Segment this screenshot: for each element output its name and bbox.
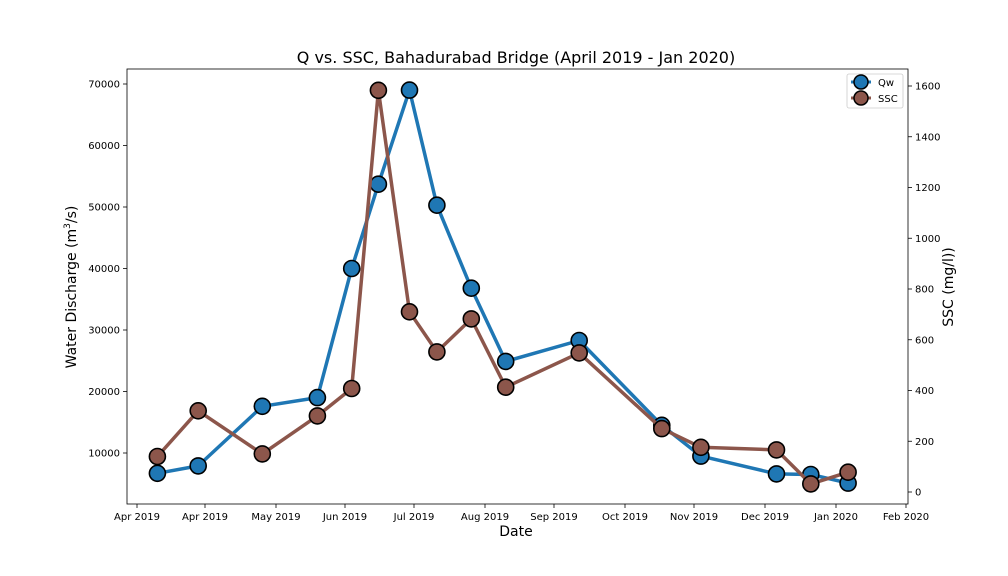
x-axis-label: Date <box>499 524 532 540</box>
y-right-tick-label: 0 <box>915 488 921 499</box>
data-point-ssc <box>496 378 515 397</box>
y-right-tick-label: 1200 <box>915 183 940 194</box>
data-point-qw <box>253 397 272 416</box>
y-axis-left-label: Water Discharge (m3/s) <box>63 206 80 369</box>
y-right-tick-label: 800 <box>915 285 934 296</box>
data-point-ssc <box>462 310 481 328</box>
x-tick-label: Dec 2019 <box>741 512 789 523</box>
y-right-tick-label: 600 <box>915 335 934 346</box>
data-point-ssc <box>400 302 419 321</box>
data-point-ssc <box>148 447 167 466</box>
y-axis-left-label-prefix: Water Discharge (m <box>64 229 80 369</box>
data-point-qw <box>148 464 167 483</box>
data-point-ssc <box>839 463 857 482</box>
x-tick-label: Jul 2019 <box>393 512 435 523</box>
data-point-ssc <box>308 407 327 425</box>
plot-frame <box>126 68 909 505</box>
data-point-qw <box>767 465 786 483</box>
legend-label-ssc: SSC <box>878 94 898 105</box>
data-point-ssc <box>692 438 710 457</box>
data-point-ssc <box>652 419 671 438</box>
y-right-tick-label: 400 <box>915 386 934 397</box>
data-point-qw <box>462 279 481 298</box>
y-right-tick-label: 1400 <box>915 132 940 143</box>
y-axis-right-label: SSC (mg/l)) <box>941 247 957 327</box>
legend-marker-ssc <box>853 90 869 106</box>
y-left-tick-label: 50000 <box>88 203 120 214</box>
data-point-ssc <box>801 475 820 493</box>
y-right-tick-label: 1600 <box>915 82 940 93</box>
data-point-qw <box>308 388 327 407</box>
y-left-tick-label: 60000 <box>88 141 120 152</box>
y-axis-left-label-suffix: /s) <box>64 206 80 223</box>
data-point-qw <box>428 196 446 214</box>
data-point-ssc <box>767 441 786 459</box>
x-tick-label: Oct 2019 <box>602 512 648 523</box>
legend-marker-qw <box>853 74 869 90</box>
y-left-tick-label: 10000 <box>88 449 120 460</box>
data-point-qw <box>189 457 207 475</box>
x-tick-label: Nov 2019 <box>670 512 718 523</box>
data-point-ssc <box>570 344 589 362</box>
y-axis-left-label-superscript: 3 <box>63 223 73 229</box>
x-tick-label: Apr 2019 <box>114 512 160 523</box>
x-axis: Apr 2019 Apr 2019 May 2019 Jun 2019 Jul 2019… <box>114 504 929 523</box>
y-left-tick-label: 30000 <box>88 326 120 337</box>
data-point-qw <box>496 352 515 371</box>
x-tick-label: Feb 2020 <box>883 512 929 523</box>
y-left-tick-label: 20000 <box>88 387 120 398</box>
legend: Qw SSC <box>846 73 904 109</box>
legend-label-qw: Qw <box>878 78 894 89</box>
x-tick-label: Apr 2019 <box>182 512 228 523</box>
data-point-qw <box>369 175 388 193</box>
data-point-ssc <box>189 401 207 420</box>
plot-area <box>148 81 857 493</box>
y-right-tick-label: 1000 <box>915 234 940 245</box>
y-right-tick-label: 200 <box>915 437 934 448</box>
chart-title: Q vs. SSC, Bahadurabad Bridge (April 201… <box>297 48 735 67</box>
data-point-qw <box>400 81 419 99</box>
x-tick-label: Aug 2019 <box>461 512 509 523</box>
y-left-tick-label: 70000 <box>88 80 120 91</box>
data-point-ssc <box>428 343 446 361</box>
x-tick-label: Jan 2020 <box>813 512 858 523</box>
x-tick-label: May 2019 <box>251 512 300 523</box>
data-point-ssc <box>369 81 388 100</box>
y-axis-left: 10000 20000 30000 40000 50000 60000 70000 <box>88 80 127 460</box>
data-point-ssc <box>253 445 272 463</box>
data-point-qw <box>342 259 361 278</box>
data-point-ssc <box>342 379 361 398</box>
series-line-qw <box>157 88 849 485</box>
x-tick-label: Jun 2019 <box>322 512 367 523</box>
y-left-tick-label: 40000 <box>88 264 120 275</box>
y-axis-right: 0 200 400 600 800 1000 1200 1400 1600 <box>908 82 940 499</box>
series-line-ssc <box>156 88 849 486</box>
x-tick-label: Sep 2019 <box>530 512 577 523</box>
